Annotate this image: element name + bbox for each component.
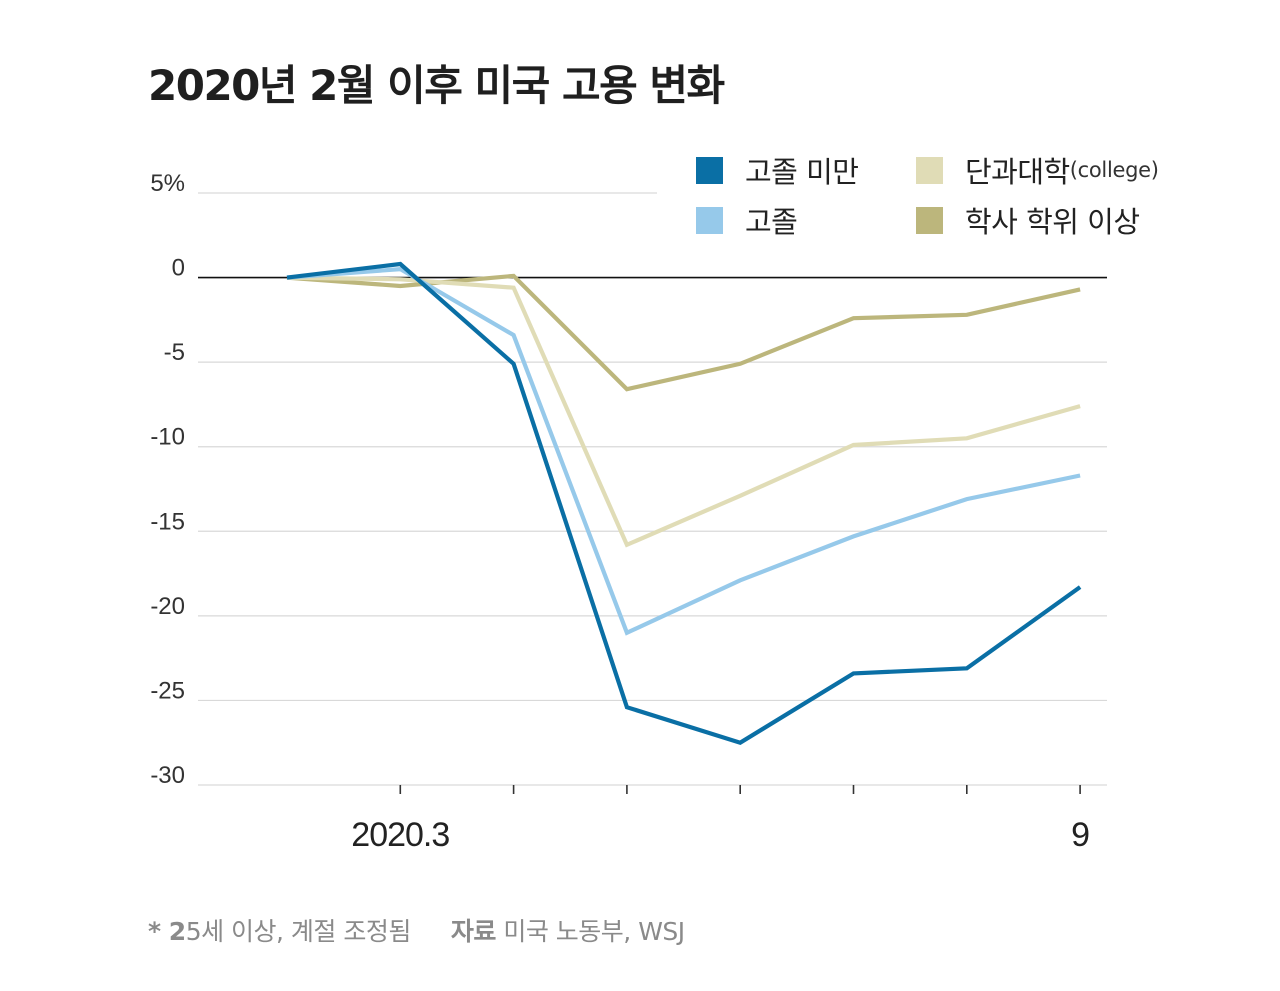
y-axis-tick-labels: 5% 0 -5 -10 -15 -20 -25 -30 [150,170,185,789]
legend-swatch [916,206,943,234]
y-tick-label: -10 [150,424,185,451]
series-line-3 [286,273,1081,392]
legend-item-less-than-high-school: 고졸 미만 [696,149,859,191]
legend: 고졸 미만 단과대학 (college) 고졸 학사 학위 이상 [696,145,1196,245]
legend-swatch [696,206,723,234]
x-tick-label: 2020.3 [351,816,449,854]
y-tick-label: -25 [150,677,185,704]
series-line-2 [286,275,1081,548]
y-tick-label: -30 [150,762,185,789]
x-tick-label: 9 [1071,816,1089,854]
y-tick-label: 0 [172,255,185,282]
legend-item-college: 단과대학 (college) [916,149,1159,191]
chart-title: 2020년 2월 이후 미국 고용 변화 [148,61,725,110]
legend-sublabel: (college) [1069,158,1159,182]
series-line-0 [286,261,1082,745]
legend-label: 단과대학 [965,155,1070,189]
legend-swatch [696,156,723,184]
source-text: 미국 노동부, WSJ [503,917,685,946]
legend-label: 고졸 [745,205,798,239]
data-series [286,261,1082,745]
legend-item-bachelors-or-higher: 학사 학위 이상 [916,199,1140,241]
y-tick-label: -15 [150,508,185,535]
y-tick-label: -5 [164,339,185,366]
footnote: * 25세 이상, 계절 조정됨 자료 미국 노동부, WSJ [148,912,685,948]
series-line-1 [286,266,1081,636]
y-tick-label: -20 [150,593,185,620]
legend-label: 학사 학위 이상 [965,205,1140,239]
legend-swatch [916,156,943,184]
legend-item-high-school: 고졸 [696,199,798,241]
legend-label: 고졸 미만 [745,155,859,189]
footnote-text: 5세 이상, 계절 조정됨 [185,917,412,946]
y-tick-label: 5% [150,170,185,197]
footnote-mark: * 2 [148,917,186,946]
x-axis: 2020.3 9 [351,785,1090,854]
source-label: 자료 [450,917,497,946]
